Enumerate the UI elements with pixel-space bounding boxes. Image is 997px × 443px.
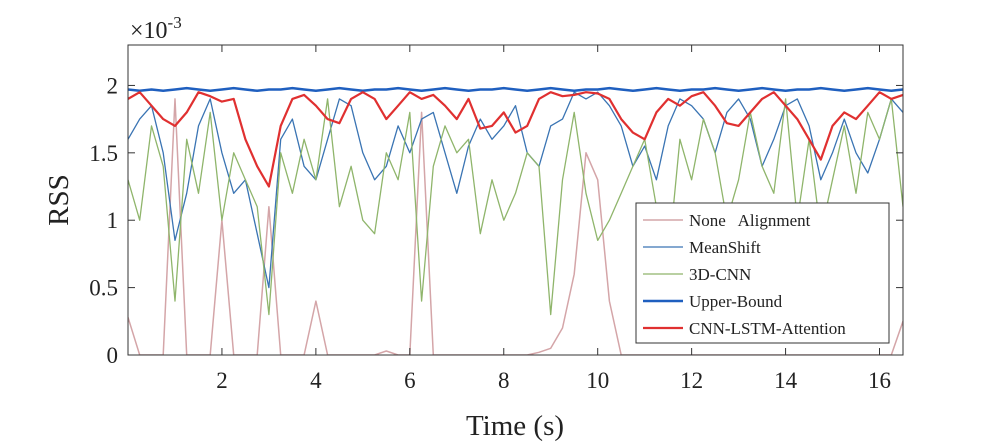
y-tick-label: 2 (107, 73, 119, 98)
series-line (128, 91, 903, 289)
y-scale-base: ×10 (130, 18, 168, 44)
y-scale-exponent: -3 (168, 13, 182, 32)
y-tick-label: 0.5 (89, 276, 118, 301)
legend: None Alignment MeanShift 3D-CNN Upper-Bound… (635, 202, 890, 344)
x-tick-label: 14 (774, 368, 798, 393)
x-tick-label: 6 (404, 368, 416, 393)
y-axis-label: RSS (43, 174, 75, 226)
x-tick-label: 10 (586, 368, 609, 393)
legend-box (635, 202, 890, 344)
series-line (128, 98, 903, 316)
legend-label: Upper-Bound (689, 292, 783, 311)
plot-frame (127, 44, 904, 356)
y-tick-label: 1 (107, 208, 119, 233)
x-axis-label: Time (s) (466, 410, 564, 442)
x-tick-label: 8 (498, 368, 510, 393)
y-tick-label: 0 (107, 343, 119, 368)
legend-label: 3D-CNN (689, 265, 751, 284)
x-tick-label: 4 (310, 368, 322, 393)
legend-label: None Alignment (689, 211, 811, 230)
series-line (128, 91, 903, 188)
x-tick-label: 12 (680, 368, 703, 393)
x-tick-label: 16 (868, 368, 891, 393)
legend-label: CNN-LSTM-Attention (689, 319, 846, 338)
y-tick-label: 1.5 (89, 141, 118, 166)
series-line (128, 86, 903, 93)
x-tick-label: 2 (216, 368, 228, 393)
legend-label: MeanShift (689, 238, 761, 257)
y-scale-label: ×10-3 (130, 13, 182, 44)
series-lines (128, 86, 903, 355)
